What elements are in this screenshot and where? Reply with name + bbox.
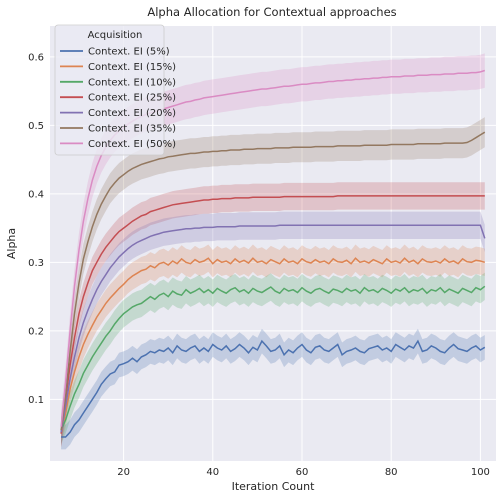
series-line [60,131,486,431]
x-tick-label: 20 [117,467,130,478]
y-axis-label: Alpha [5,228,18,259]
axis-ticks: 20 40 60 80 100 0.1 0.2 0.3 0.4 0.5 0.6 [28,52,490,478]
legend-entry: Context. EI (50%) [88,139,176,150]
series-band [61,117,485,446]
y-tick-label: 0.6 [28,52,44,63]
series-line [60,285,486,431]
series-line [60,224,486,433]
x-tick-label: 60 [296,467,309,478]
legend-entry: Context. EI (35%) [88,124,176,135]
x-tick-label: 100 [471,467,490,478]
x-tick-label: 40 [206,467,219,478]
series-line [60,195,485,434]
legend-entry: Context. EI (10%) [88,77,176,88]
chart-title: Alpha Allocation for Contextual approach… [147,5,396,19]
grid-lines [50,26,496,461]
legend-box [54,24,165,156]
legend-entry: Context. EI (5%) [88,47,170,58]
y-tick-label: 0.1 [28,395,44,406]
y-tick-label: 0.4 [28,189,44,200]
series-band [61,182,485,448]
series-line [60,257,486,434]
y-tick-label: 0.3 [28,258,44,269]
legend-title: Acquisition [88,30,143,41]
series-lines [60,69,486,438]
series-band [61,211,485,446]
series-band [61,244,485,448]
legend-entry: Context. EI (15%) [88,62,176,73]
series-band [61,328,485,450]
series-line [61,339,486,438]
y-tick-label: 0.5 [28,121,44,132]
legend-entry: Context. EI (20%) [88,108,176,119]
legend-entry: Context. EI (25%) [88,93,176,104]
y-tick-label: 0.2 [28,326,44,337]
x-tick-label: 80 [385,467,398,478]
x-axis-label: Iteration Count [232,480,316,493]
legend: Acquisition Context. EI (5%) Context. EI (… [54,24,176,156]
